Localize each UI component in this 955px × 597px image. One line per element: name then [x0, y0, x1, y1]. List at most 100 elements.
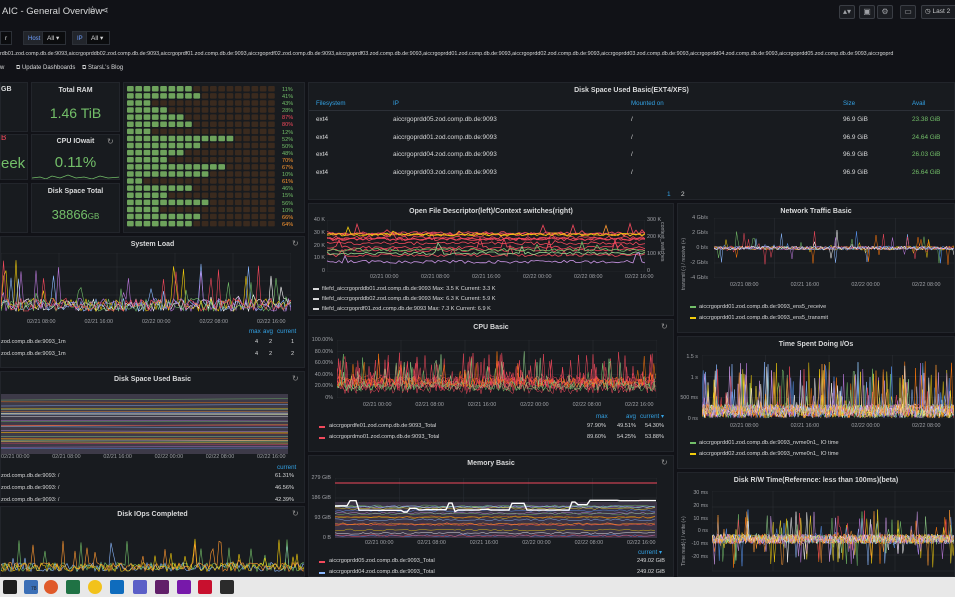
x-tick-label: 02/22 00:00: [154, 454, 184, 460]
heatmap-cell: [193, 121, 201, 127]
refresh-icon[interactable]: ↻: [661, 458, 668, 467]
heatmap-cell: [234, 114, 242, 120]
legend-item[interactable]: filefd_aiccrgoprdf01.zod.comp.db.de:9093…: [309, 304, 673, 314]
legend-swatch: [690, 441, 696, 444]
page-1-link[interactable]: 1: [667, 191, 671, 198]
ip-variable-select[interactable]: All ▾: [86, 31, 110, 45]
heatmap-cell: [143, 192, 151, 198]
chrome-icon[interactable]: [88, 580, 102, 594]
x-tick-label: 02/22 00:00: [520, 402, 549, 408]
network-traffic-graph: [714, 218, 954, 278]
teams-icon[interactable]: [133, 580, 147, 594]
heatmap-cell: [168, 114, 176, 120]
series-line: [714, 237, 954, 260]
first-variable-select[interactable]: r: [0, 31, 13, 45]
heatmap-percent: 56%: [282, 200, 294, 207]
onenote-icon[interactable]: [177, 580, 191, 594]
x-tick-label: 02/22 00:00: [523, 274, 552, 280]
y-tick-label: 200 K: [647, 234, 662, 240]
update-dashboards-link[interactable]: ⧉ Update Dashboards: [16, 65, 75, 72]
save-icon[interactable]: ▣: [859, 5, 875, 19]
star-icon[interactable]: ☆: [88, 5, 97, 16]
browser-icon[interactable]: [44, 580, 58, 594]
excel-icon[interactable]: [66, 580, 80, 594]
share-icon[interactable]: ⋖: [101, 5, 109, 15]
slack-icon[interactable]: [155, 580, 169, 594]
heatmap-cell: [151, 171, 159, 177]
x-tick-label: 02/21 08:00: [421, 274, 450, 280]
legend-item[interactable]: aiccrgoprdd01.zod.comp.db.de:9093_ens5_r…: [678, 302, 954, 312]
heatmap-cell: [226, 93, 234, 99]
heatmap-cell: [160, 220, 167, 227]
heatmap-cell: [135, 135, 142, 142]
heatmap-cell: [251, 192, 259, 198]
legend-item[interactable]: filefd_aiccrgoprddb02.zod.comp.db.de:909…: [309, 294, 673, 304]
refresh-icon[interactable]: ↻: [661, 322, 668, 331]
outlook-icon[interactable]: [110, 580, 124, 594]
series-line: [1, 411, 288, 414]
legend-header-current[interactable]: current ▾: [640, 413, 665, 420]
series-line: [1, 441, 288, 444]
legend-item[interactable]: aiccrgoprdd02.zod.comp.db.de:9093_nvme0n…: [678, 449, 954, 459]
y-tick-label: 100 K: [647, 251, 662, 257]
legend-item[interactable]: filefd_aiccrgoprddb01.zod.comp.db.de:909…: [309, 284, 673, 294]
heatmap-cell: [151, 206, 159, 213]
time-picker[interactable]: ◷ Last 2: [921, 5, 955, 19]
heatmap-cell: [127, 142, 134, 149]
heatmap-cell: [259, 93, 267, 99]
refresh-icon[interactable]: ↻: [292, 374, 299, 383]
page-2-link[interactable]: 2: [681, 191, 685, 198]
stat-left-top-value: GB: [1, 86, 12, 93]
tv-mode-icon[interactable]: ▭: [900, 5, 916, 19]
heatmap-cell: [201, 185, 209, 191]
heatmap-cell: [127, 213, 134, 220]
heatmap-cell: [243, 100, 250, 106]
heatmap-percent: 70%: [282, 157, 294, 164]
link-first[interactable]: w: [0, 65, 5, 71]
gear-icon[interactable]: ⚙: [877, 5, 893, 19]
disk-iops-panel: Disk IOps Completed ↻: [0, 506, 305, 577]
legend-current: 42.39%: [275, 497, 294, 503]
legend-header-current[interactable]: current ▾: [638, 549, 663, 556]
legend-item[interactable]: aiccrgoprdd01.zod.comp.db.de:9093_nvme0n…: [678, 438, 954, 448]
heatmap-cell: [143, 213, 151, 220]
refresh-icon[interactable]: ↻: [107, 137, 114, 146]
legend-item[interactable]: aiccrgoprdd01.zod.comp.db.de:9093_ens5_t…: [678, 313, 954, 323]
heatmap-cell: [251, 199, 259, 206]
table-cell: ext4: [316, 116, 329, 123]
heatmap-cell: [185, 199, 192, 206]
heatmap-cell: [234, 128, 242, 135]
heatmap-cell: [127, 149, 134, 156]
heatmap-cell: [268, 135, 275, 142]
refresh-icon[interactable]: ↻: [292, 509, 299, 518]
legend-swatch: [319, 426, 325, 428]
open-fd-graph: [327, 220, 645, 272]
heatmap-cell: [210, 178, 217, 184]
add-panel-icon[interactable]: ▴▾: [839, 5, 855, 19]
legend-header-max: max: [596, 413, 608, 420]
x-tick-label: 02/22 00:00: [522, 540, 551, 546]
terminal-icon[interactable]: [220, 580, 234, 594]
host-variable-select[interactable]: All ▾: [42, 31, 66, 45]
heatmap-cell: [259, 220, 267, 227]
legend-series-name: zod.comp.db.de:9093_1m: [1, 339, 66, 345]
heatmap-cell: [143, 100, 151, 106]
heatmap-cell: [143, 93, 151, 99]
heatmap-cell: [251, 142, 259, 149]
refresh-icon[interactable]: ↻: [292, 239, 299, 248]
blog-link[interactable]: ⧉ StarsL's Blog: [82, 65, 123, 72]
y-tick-label: 186 GiB: [311, 495, 331, 501]
heatmap-cell: [210, 93, 217, 99]
pdf-icon[interactable]: [198, 580, 212, 594]
y-tick-label: -20 ms: [691, 554, 708, 560]
series-line: [335, 499, 656, 513]
windows-start-icon[interactable]: [3, 580, 17, 594]
dashboard-title[interactable]: AIC - General Overview: [2, 6, 103, 17]
memory-basic-title: Memory Basic: [467, 460, 515, 467]
series-line: [337, 351, 656, 389]
series-line: [1, 539, 304, 573]
legend-label: filefd_aiccrgoprdf01.zod.comp.db.de:9093…: [322, 306, 491, 312]
mail-icon[interactable]: [24, 580, 38, 594]
heatmap-cell: [176, 213, 184, 220]
legend-series-name: aiccrgoprdmo01.zod.comp.db.de:9093_Total: [329, 434, 440, 440]
